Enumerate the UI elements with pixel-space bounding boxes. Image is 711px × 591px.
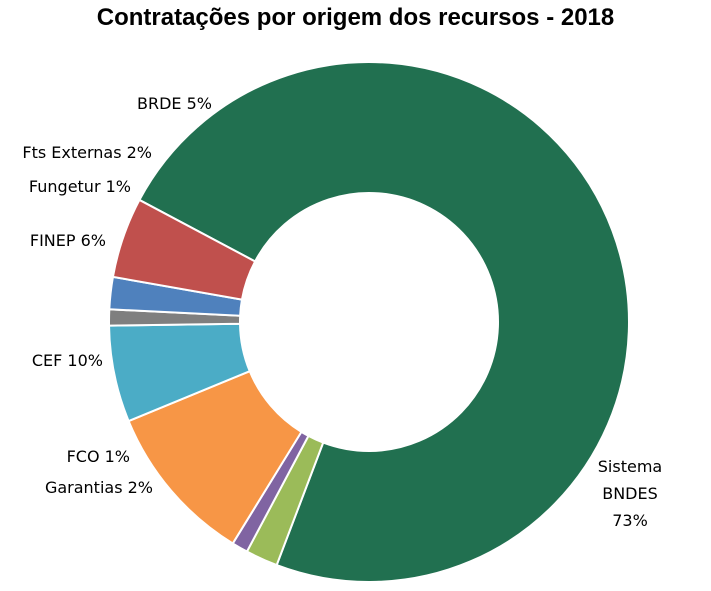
slice-bndes (138, 61, 630, 583)
label-fungetur-line: Fungetur 1% (29, 177, 131, 196)
label-cef: CEF 10% (32, 351, 103, 370)
label-cef-line: CEF 10% (32, 351, 103, 370)
label-fungetur: Fungetur 1% (29, 177, 131, 196)
label-brde-line: BRDE 5% (137, 94, 212, 113)
label-garantias-line: Garantias 2% (45, 478, 153, 497)
label-bndes-line: 73% (612, 511, 648, 530)
chart-title: Contratações por origem dos recursos - 2… (96, 4, 615, 31)
slice-brde (111, 198, 257, 301)
label-fco-line: FCO 1% (67, 447, 130, 466)
label-bndes-line: BNDES (602, 484, 658, 503)
label-brde: BRDE 5% (137, 94, 212, 113)
label-fts: Fts Externas 2% (22, 143, 152, 162)
label-garantias: Garantias 2% (45, 478, 153, 497)
label-fts-line: Fts Externas 2% (22, 143, 152, 162)
label-bndes: Sistema BNDES 73% (598, 457, 662, 530)
label-finep-line: FINEP 6% (30, 231, 106, 250)
label-finep: FINEP 6% (30, 231, 106, 250)
label-bndes-line: Sistema (598, 457, 662, 476)
label-fco: FCO 1% (67, 447, 130, 466)
